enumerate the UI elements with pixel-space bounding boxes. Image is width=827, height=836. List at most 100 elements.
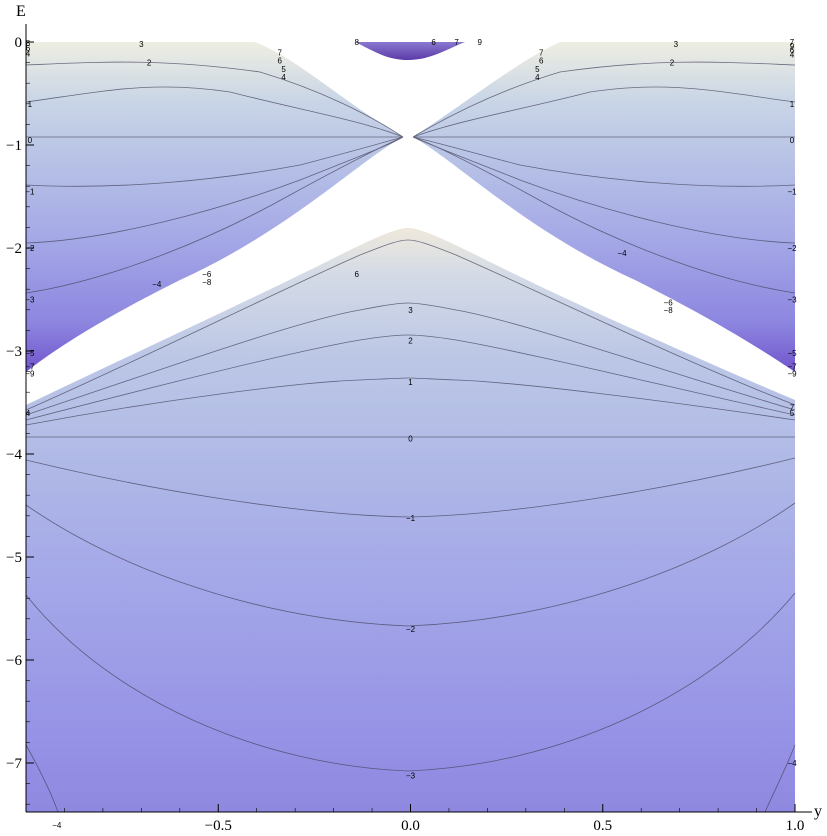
contour-label-34: −1 xyxy=(787,187,797,196)
contour-label-11: −7 xyxy=(25,362,35,371)
region-top-blob xyxy=(355,42,465,60)
contour-label-13: 4 xyxy=(26,409,31,418)
contour-line-bm1 xyxy=(25,457,796,518)
contour-label-26: 8 xyxy=(354,38,359,47)
contour-label-51: 6 xyxy=(790,46,795,55)
contour-line-1-left xyxy=(25,86,404,138)
contour-line-bm3 xyxy=(25,592,796,772)
contour-label-40: −5 xyxy=(787,349,797,358)
contour-label-35: −2 xyxy=(787,244,797,253)
contour-label-16: 5 xyxy=(281,65,286,74)
contour-label-53: 8 xyxy=(26,39,31,48)
contour-line-bm4-left xyxy=(25,744,59,813)
contour-label-22: 0 xyxy=(408,435,413,444)
y-tick-label-6: −6 xyxy=(6,653,22,669)
contour-label-0: 3 xyxy=(139,40,144,49)
contour-label-20: 2 xyxy=(408,337,413,346)
region-top-right xyxy=(413,42,795,372)
contour-label-45: 7 xyxy=(539,48,544,57)
contour-label-5: −2 xyxy=(25,244,35,253)
contour-line-m1-right xyxy=(412,136,796,187)
contour-label-27: 6 xyxy=(431,38,436,47)
y-tick-label-4: −4 xyxy=(6,447,22,463)
y-tick-label-5: −5 xyxy=(6,550,22,566)
contour-label-3: 0 xyxy=(28,136,33,145)
x-tick-label-3: 1.0 xyxy=(786,818,805,834)
region-bottom-fill xyxy=(26,228,795,812)
contour-label-28: 7 xyxy=(454,38,459,47)
contour-line-m3-right xyxy=(412,136,796,294)
region-top-left-fill xyxy=(26,42,403,372)
contour-label-25: −3 xyxy=(406,771,416,780)
x-tick-label-0: −0.5 xyxy=(205,818,232,834)
contour-label-24: −2 xyxy=(406,625,416,634)
contour-line-b6 xyxy=(25,239,796,411)
x-axis-label: y xyxy=(814,803,822,820)
y-axis-label: E xyxy=(16,3,26,20)
y-tick-label-3: −3 xyxy=(6,344,22,360)
contour-label-57: −4 xyxy=(52,821,62,830)
contour-label-2: 1 xyxy=(28,100,33,109)
x-tick-label-2: 0.5 xyxy=(593,818,612,834)
contour-label-36: −3 xyxy=(787,296,797,305)
contour-label-30: 3 xyxy=(674,40,679,49)
y-tick-label-0: 0 xyxy=(15,35,23,51)
y-tick-label-1: −1 xyxy=(6,138,22,154)
region-top-right-fill xyxy=(413,42,795,372)
contour-line-b2 xyxy=(25,334,796,421)
contour-line-2-left xyxy=(25,61,404,138)
contour-line-b1 xyxy=(25,377,796,426)
region-bottom xyxy=(26,228,795,812)
contour-label-9: −8 xyxy=(202,278,212,287)
contour-label-46: 6 xyxy=(539,57,544,66)
contour-label-14: 7 xyxy=(278,48,283,57)
contour-label-38: −6 xyxy=(664,299,674,308)
contour-label-56: −4 xyxy=(787,759,797,768)
contour-line-m1-left xyxy=(25,136,404,187)
contour-label-10: −5 xyxy=(25,349,35,358)
contour-label-48: 4 xyxy=(535,73,540,82)
contour-label-37: −4 xyxy=(617,249,627,258)
contour-label-32: 1 xyxy=(790,100,795,109)
contour-line-1-right xyxy=(412,86,796,138)
contour-label-4: −1 xyxy=(25,187,35,196)
contour-label-54: 6 xyxy=(26,44,31,53)
contour-label-44: 5 xyxy=(790,409,795,418)
contour-label-29: 9 xyxy=(477,38,482,47)
contour-label-50: 9 xyxy=(790,42,795,51)
contour-label-12: −9 xyxy=(25,370,35,379)
x-ticks: −0.5 0.0 0.5 1.0 xyxy=(25,804,805,834)
contour-label-42: −9 xyxy=(787,370,797,379)
contour-line-bm4-right xyxy=(764,744,796,813)
region-top-left xyxy=(26,42,403,372)
contour-label-18: 6 xyxy=(354,270,359,279)
contour-line-bm2 xyxy=(25,502,796,627)
contour-label-1: 2 xyxy=(147,59,152,68)
contour-label-15: 6 xyxy=(278,57,283,66)
contour-label-23: −1 xyxy=(406,514,416,523)
y-tick-label-7: −7 xyxy=(6,756,22,772)
contour-line-m3-left xyxy=(25,136,404,294)
contour-line-b3 xyxy=(25,302,796,416)
contour-label-21: 1 xyxy=(408,378,413,387)
contour-label-6: −3 xyxy=(25,296,35,305)
contour-label-49: 7 xyxy=(790,38,795,47)
contour-label-52: 4 xyxy=(790,50,795,59)
x-tick-label-1: 0.0 xyxy=(401,818,420,834)
contour-label-33: 0 xyxy=(790,136,795,145)
contour-label-47: 5 xyxy=(535,65,540,74)
y-tick-label-2: −2 xyxy=(6,241,22,257)
contour-label-17: 4 xyxy=(281,73,286,82)
contour-label-8: −6 xyxy=(202,270,212,279)
region-top-blob-fill xyxy=(355,42,465,60)
contour-label-31: 2 xyxy=(670,59,675,68)
contour-lines xyxy=(25,61,796,813)
y-ticks: 0 −1 −2 −3 −4 −5 −6 −7 xyxy=(6,35,34,805)
contour-label-19: 3 xyxy=(408,306,413,315)
contour-label-7: −4 xyxy=(152,280,162,289)
contour-line-2-right xyxy=(412,61,796,138)
contour-label-43: 7 xyxy=(790,404,795,413)
contour-label-55: 4 xyxy=(26,49,31,58)
